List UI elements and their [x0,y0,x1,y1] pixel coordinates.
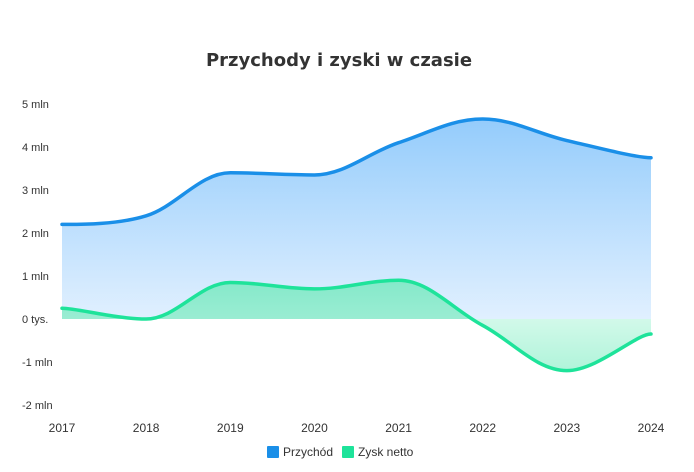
x-tick-label: 2023 [554,421,581,435]
x-tick-label: 2018 [133,421,160,435]
area-net-profit-negative [62,319,651,371]
line-revenue[interactable] [60,117,653,227]
y-tick-label: -2 mln [22,400,53,412]
y-tick-label: 1 mln [22,271,49,283]
x-tick-label: 2022 [469,421,496,435]
legend-swatch-net-profit [342,446,354,458]
y-tick-label: 4 mln [22,142,49,154]
y-tick-label: 0 tys. [22,314,48,326]
legend-item-net-profit[interactable]: Zysk netto [342,445,414,459]
area-revenue [62,119,651,319]
y-axis: 5 mln 4 mln 3 mln 2 mln 1 mln 0 tys. -1 mln -2 … [22,99,53,412]
legend: Przychód Zysk netto [267,445,414,459]
legend-swatch-revenue [267,446,279,458]
legend-label-revenue: Przychód [283,445,333,459]
y-tick-label: 5 mln [22,99,49,111]
chart-title: Przychody i zyski w czasie [206,50,472,71]
x-tick-label: 2017 [49,421,76,435]
series-areas [62,119,651,371]
line-net-profit[interactable] [60,278,653,373]
y-tick-label: 3 mln [22,185,49,197]
y-tick-label: -1 mln [22,357,53,369]
y-tick-label: 2 mln [22,228,49,240]
series-lines [60,117,653,373]
x-tick-label: 2020 [301,421,328,435]
x-axis: 2017 2018 2019 2020 2021 2022 2023 2024 [49,421,665,435]
legend-label-net-profit: Zysk netto [358,445,414,459]
x-tick-label: 2021 [385,421,412,435]
area-net-profit-positive [62,280,651,319]
x-tick-label: 2024 [638,421,665,435]
x-tick-label: 2019 [217,421,244,435]
legend-item-revenue[interactable]: Przychód [267,445,333,459]
